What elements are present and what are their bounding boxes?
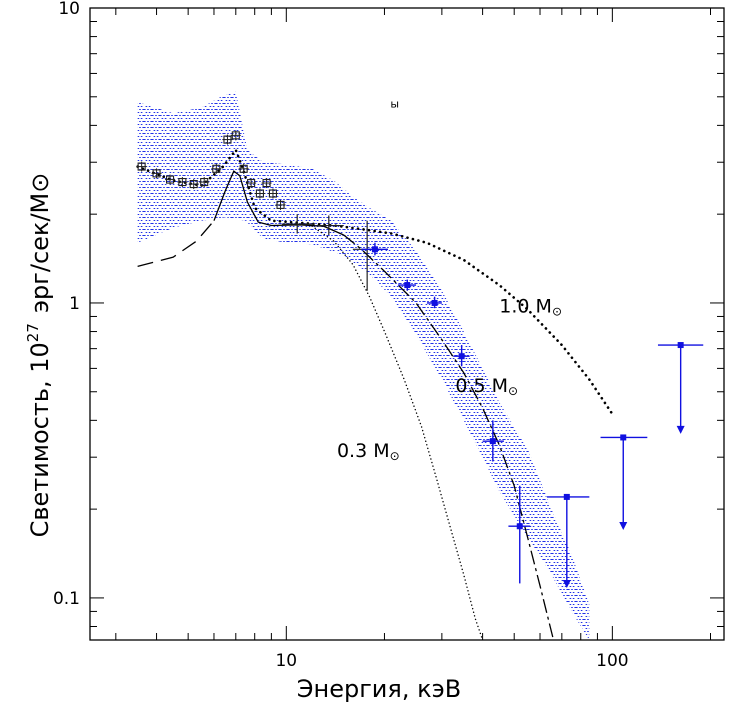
- black-data-point: [199, 177, 210, 188]
- point-marker: [489, 438, 496, 445]
- curve-label-text: 1.0 M: [499, 295, 552, 317]
- curve-label: 0.5 M⊙: [455, 375, 518, 398]
- blue-data-point: [426, 296, 442, 309]
- upper-limit-arrow: [676, 425, 685, 434]
- upper-limit-arrow: [562, 580, 571, 589]
- data-points: [136, 130, 704, 589]
- point-marker: [431, 299, 438, 306]
- sun-symbol: ⊙: [508, 384, 518, 398]
- black-data-point: [177, 177, 188, 188]
- x-tick-label: 10: [275, 651, 297, 671]
- blue-data-point: [397, 279, 417, 291]
- black-data-point: [267, 188, 278, 199]
- curve-label: 1.0 M⊙: [499, 295, 562, 318]
- stray-mark: ы: [390, 97, 399, 110]
- blue-data-point: [600, 434, 648, 530]
- uncertainty-band: [137, 91, 590, 640]
- point-marker: [677, 342, 684, 349]
- curve-05-dashed: [137, 220, 215, 268]
- black-data-point: [230, 130, 241, 141]
- blue-data-point: [482, 420, 504, 462]
- black-data-point: [238, 163, 249, 174]
- blue-data-point: [361, 242, 388, 256]
- black-data-point: [281, 214, 315, 234]
- curve-labels: 1.0 M⊙0.5 M⊙0.3 M⊙: [337, 295, 562, 463]
- curve-05-solid: [213, 170, 344, 236]
- point-marker: [516, 523, 523, 530]
- point-marker: [458, 353, 465, 360]
- sun-symbol: ⊙: [390, 449, 400, 463]
- y-tick-label: 1: [69, 294, 80, 314]
- curve-label: 0.3 M⊙: [337, 440, 400, 463]
- blue-data-point: [453, 345, 470, 367]
- plot-frame: [89, 7, 725, 641]
- point-marker: [563, 493, 570, 500]
- black-data-point: [165, 174, 176, 185]
- y-axis-title: Светимость, 1027эрг/сек/M⊙: [24, 173, 54, 538]
- x-axis-title: Энергия, кэВ: [297, 675, 461, 703]
- black-data-point: [211, 163, 222, 174]
- point-marker: [371, 246, 378, 253]
- curve-03: [311, 225, 484, 640]
- y-tick-label: 0.1: [53, 589, 80, 609]
- curve-05-dashdot: [343, 234, 555, 640]
- hatched-band: [137, 91, 590, 640]
- black-data-point: [275, 199, 286, 210]
- x-tick-label: 100: [596, 651, 628, 671]
- black-data-point: [151, 168, 162, 179]
- curve-label-text: 0.3 M: [337, 440, 390, 462]
- curve-10: [136, 147, 614, 416]
- black-data-point: [136, 161, 147, 172]
- point-marker: [404, 282, 411, 289]
- black-data-point: [254, 188, 265, 199]
- curve-label-text: 0.5 M: [455, 375, 508, 397]
- black-data-point: [188, 179, 199, 190]
- point-marker: [620, 434, 627, 441]
- model-curves: [136, 147, 614, 640]
- axis-ticks: 10 100 0.1 1 10: [53, 0, 724, 671]
- sun-symbol: ⊙: [552, 304, 562, 318]
- black-data-point: [261, 178, 272, 189]
- y-tick-label: 10: [58, 0, 80, 19]
- upper-limit-arrow: [619, 521, 628, 530]
- blue-data-point: [508, 485, 531, 584]
- black-data-point: [246, 178, 257, 189]
- black-data-point: [222, 134, 233, 145]
- blue-data-point: [546, 493, 590, 589]
- black-data-point: [314, 215, 344, 235]
- blue-data-point: [657, 342, 704, 434]
